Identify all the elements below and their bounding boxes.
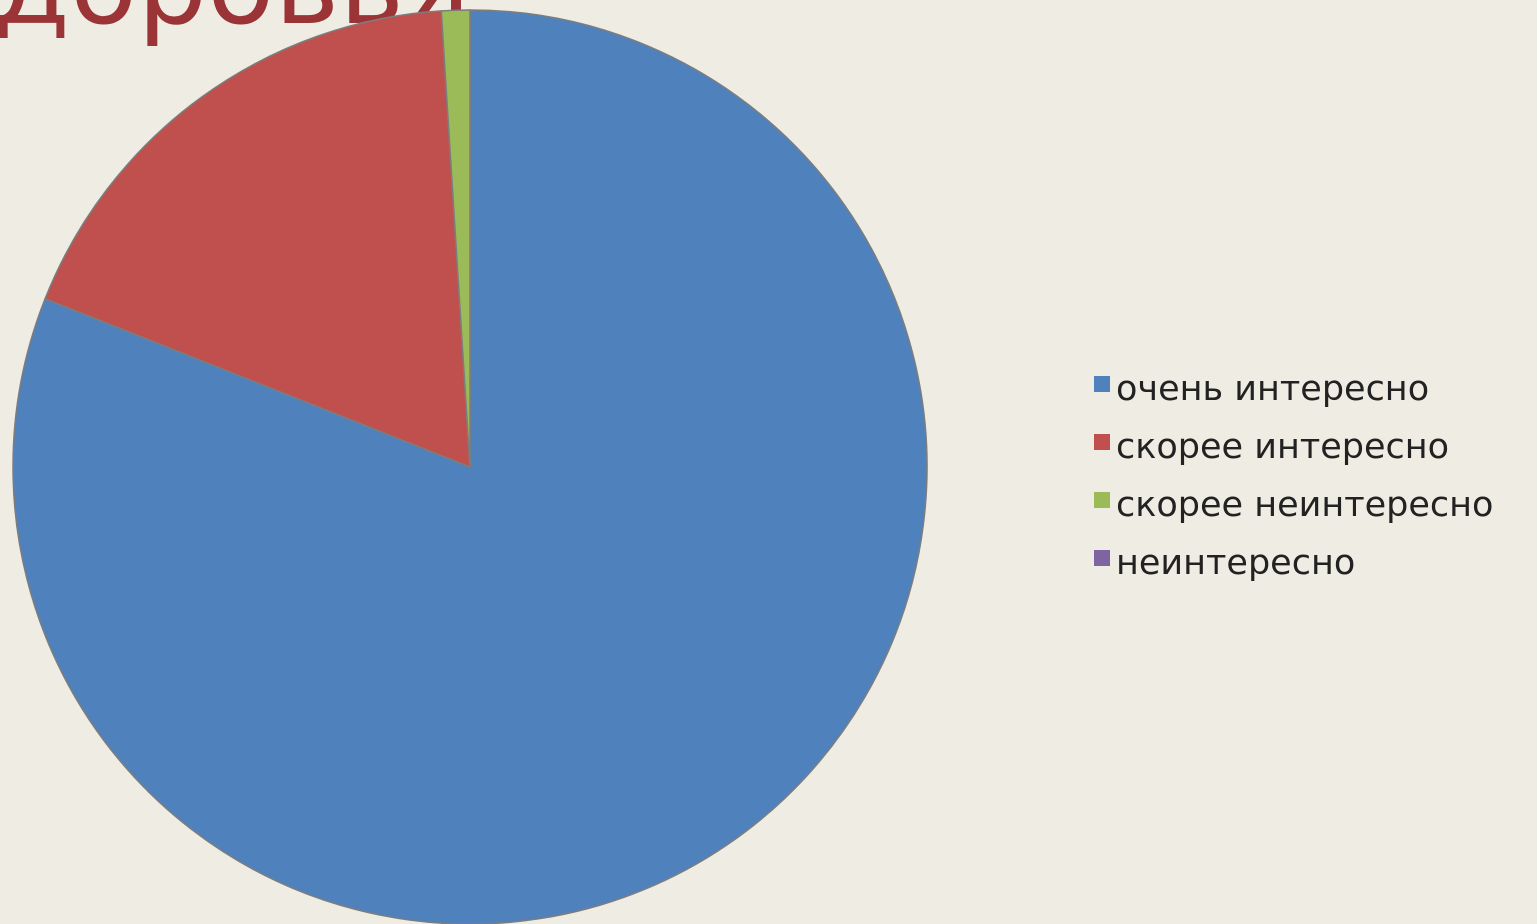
pie-slices [12,9,928,924]
legend-swatch [1094,434,1110,450]
legend-item-rather-interesting: скорее интересно [1094,418,1493,476]
legend-item-very-interesting: очень интересно [1094,360,1493,418]
pie-slice-1 [44,10,471,469]
legend-label: неинтересно [1116,543,1356,583]
legend-item-rather-uninteresting: скорее неинтересно [1094,476,1493,534]
legend-swatch [1094,492,1110,508]
pie-slice-2 [440,9,471,468]
legend-label: скорее неинтересно [1116,485,1494,525]
legend-item-uninteresting: неинтересно [1094,534,1493,592]
legend-swatch [1094,550,1110,566]
legend-label: скорее интересно [1116,427,1450,467]
chart-legend: очень интересно скорее интересно скорее … [1094,360,1493,592]
legend-label: очень интересно [1116,369,1430,409]
legend-swatch [1094,376,1110,392]
